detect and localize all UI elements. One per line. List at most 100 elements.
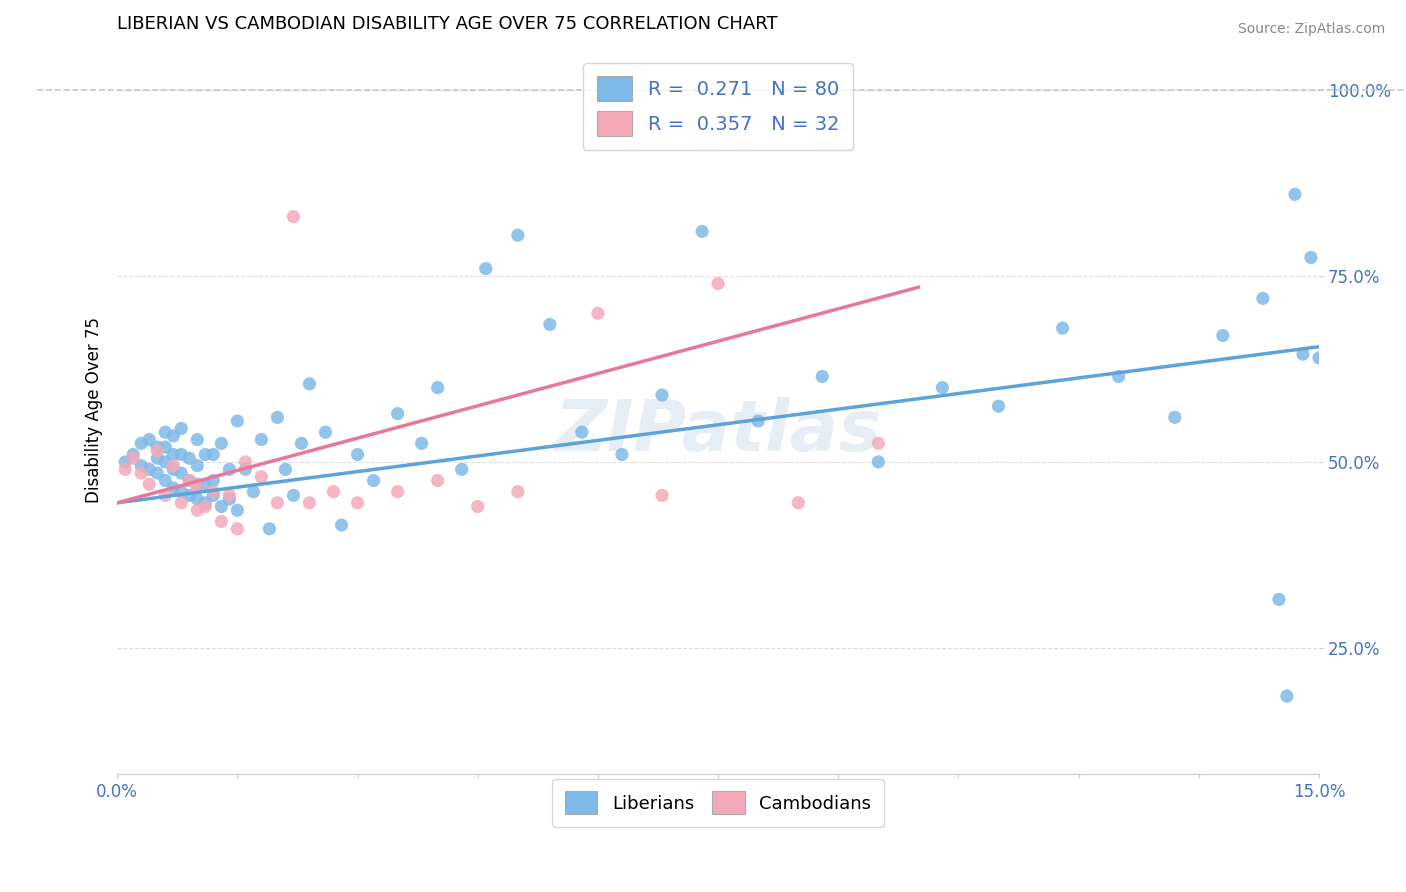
Point [170,421,193,435]
Point [1268,592,1291,607]
Point [1299,251,1322,265]
Point [179,451,201,466]
Point [538,318,561,332]
Point [266,410,288,425]
Point [179,488,201,502]
Legend: Liberians, Cambodians: Liberians, Cambodians [553,779,884,827]
Point [707,277,730,291]
Point [242,484,264,499]
Point [1108,369,1130,384]
Text: Source: ZipAtlas.com: Source: ZipAtlas.com [1237,22,1385,37]
Point [747,414,769,428]
Point [155,455,177,469]
Point [209,515,232,529]
Point [170,466,193,480]
Point [155,488,177,502]
Point [787,496,810,510]
Point [170,496,193,510]
Point [146,451,169,466]
Point [129,458,152,473]
Point [129,436,152,450]
Point [1251,292,1274,306]
Point [346,448,368,462]
Point [1292,347,1315,361]
Point [202,474,225,488]
Point [250,433,273,447]
Point [155,440,177,454]
Point [138,477,160,491]
Point [474,261,496,276]
Point [179,474,201,488]
Text: LIBERIAN VS CAMBODIAN DISABILITY AGE OVER 75 CORRELATION CHART: LIBERIAN VS CAMBODIAN DISABILITY AGE OVE… [117,15,778,33]
Point [250,470,273,484]
Point [266,496,288,510]
Y-axis label: Disability Age Over 75: Disability Age Over 75 [86,317,103,503]
Point [610,448,633,462]
Point [226,503,249,517]
Text: ZIPatlas: ZIPatlas [554,397,882,467]
Point [162,481,184,495]
Point [162,448,184,462]
Point [1052,321,1074,335]
Point [868,455,890,469]
Point [226,414,249,428]
Point [1308,351,1330,365]
Point [811,369,834,384]
Point [146,440,169,454]
Point [426,474,449,488]
Point [346,496,368,510]
Point [114,462,136,476]
Point [298,496,321,510]
Point [138,462,160,476]
Point [283,488,305,502]
Point [226,522,249,536]
Point [146,443,169,458]
Point [179,474,201,488]
Point [987,399,1010,413]
Point [186,503,208,517]
Point [467,500,489,514]
Point [170,448,193,462]
Point [322,484,344,499]
Point [274,462,297,476]
Point [363,474,385,488]
Point [218,492,240,507]
Point [330,518,353,533]
Point [194,479,217,493]
Point [146,466,169,480]
Point [186,458,208,473]
Point [690,225,713,239]
Point [202,448,225,462]
Point [1212,328,1234,343]
Point [162,462,184,476]
Point [387,484,409,499]
Point [114,455,136,469]
Point [202,488,225,502]
Point [202,484,225,499]
Point [194,496,217,510]
Point [209,436,232,450]
Point [259,522,281,536]
Point [290,436,312,450]
Point [129,466,152,480]
Point [186,433,208,447]
Point [155,425,177,440]
Point [235,462,257,476]
Point [122,448,145,462]
Point [506,484,529,499]
Point [194,500,217,514]
Point [218,488,240,502]
Point [586,306,609,320]
Point [186,477,208,491]
Point [931,381,953,395]
Point [1164,410,1187,425]
Point [170,484,193,499]
Point [651,488,673,502]
Point [1284,187,1306,202]
Point [387,407,409,421]
Point [186,492,208,507]
Point [651,388,673,402]
Point [162,429,184,443]
Point [450,462,472,476]
Point [155,474,177,488]
